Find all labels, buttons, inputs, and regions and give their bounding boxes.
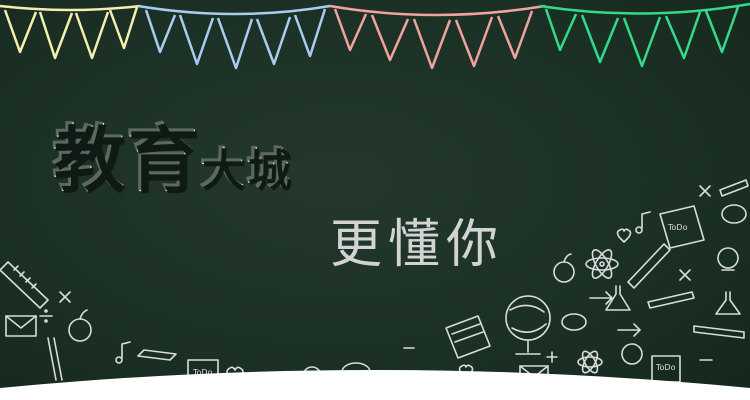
atom-icon <box>577 350 603 374</box>
pennant-bunting-icon <box>0 2 750 70</box>
title-main-text: 教育 <box>52 117 201 201</box>
plus-icon <box>59 291 71 303</box>
heart-icon <box>458 364 474 379</box>
heart-icon <box>226 366 244 384</box>
pencil-icon <box>693 325 745 339</box>
lightbulb-icon <box>717 247 739 271</box>
flask-icon <box>605 285 631 311</box>
divide-icon <box>39 309 53 323</box>
globe-icon <box>505 295 551 355</box>
todo-label: ToDo <box>667 223 688 232</box>
music-note-icon <box>635 211 651 234</box>
ruler-icon <box>0 261 49 309</box>
pencil-icon <box>47 337 63 381</box>
apple-icon <box>621 343 643 365</box>
times-icon <box>679 269 691 281</box>
times-icon <box>699 185 711 197</box>
notepad-icon: ToDo <box>651 355 681 383</box>
bottom-curve <box>0 370 750 400</box>
title-rest-text: 大城 <box>200 144 293 195</box>
pencil-icon <box>719 179 749 197</box>
notepad-icon: ToDo <box>659 205 705 249</box>
pencil-icon <box>647 291 695 309</box>
todo-label: ToDo <box>192 368 213 377</box>
flask-icon <box>715 291 741 315</box>
ruler-icon <box>627 243 671 289</box>
page-title: 教育大城 <box>52 100 292 205</box>
todo-label: ToDo <box>655 363 676 372</box>
rocket-icon <box>137 349 177 361</box>
page-subtitle: 更懂你 <box>330 215 505 275</box>
music-note-icon <box>115 341 131 364</box>
speech-bubble-icon <box>721 204 747 224</box>
speech-bubble-icon <box>561 313 587 331</box>
apple-icon <box>68 309 92 342</box>
plus-icon <box>546 351 558 363</box>
atom-icon <box>585 249 619 279</box>
heart-icon <box>616 228 632 243</box>
envelope-icon <box>5 315 37 337</box>
notepad-icon <box>445 315 491 359</box>
arrow-icon <box>617 323 641 337</box>
apple-icon <box>553 253 575 283</box>
arrow-icon <box>589 291 613 305</box>
